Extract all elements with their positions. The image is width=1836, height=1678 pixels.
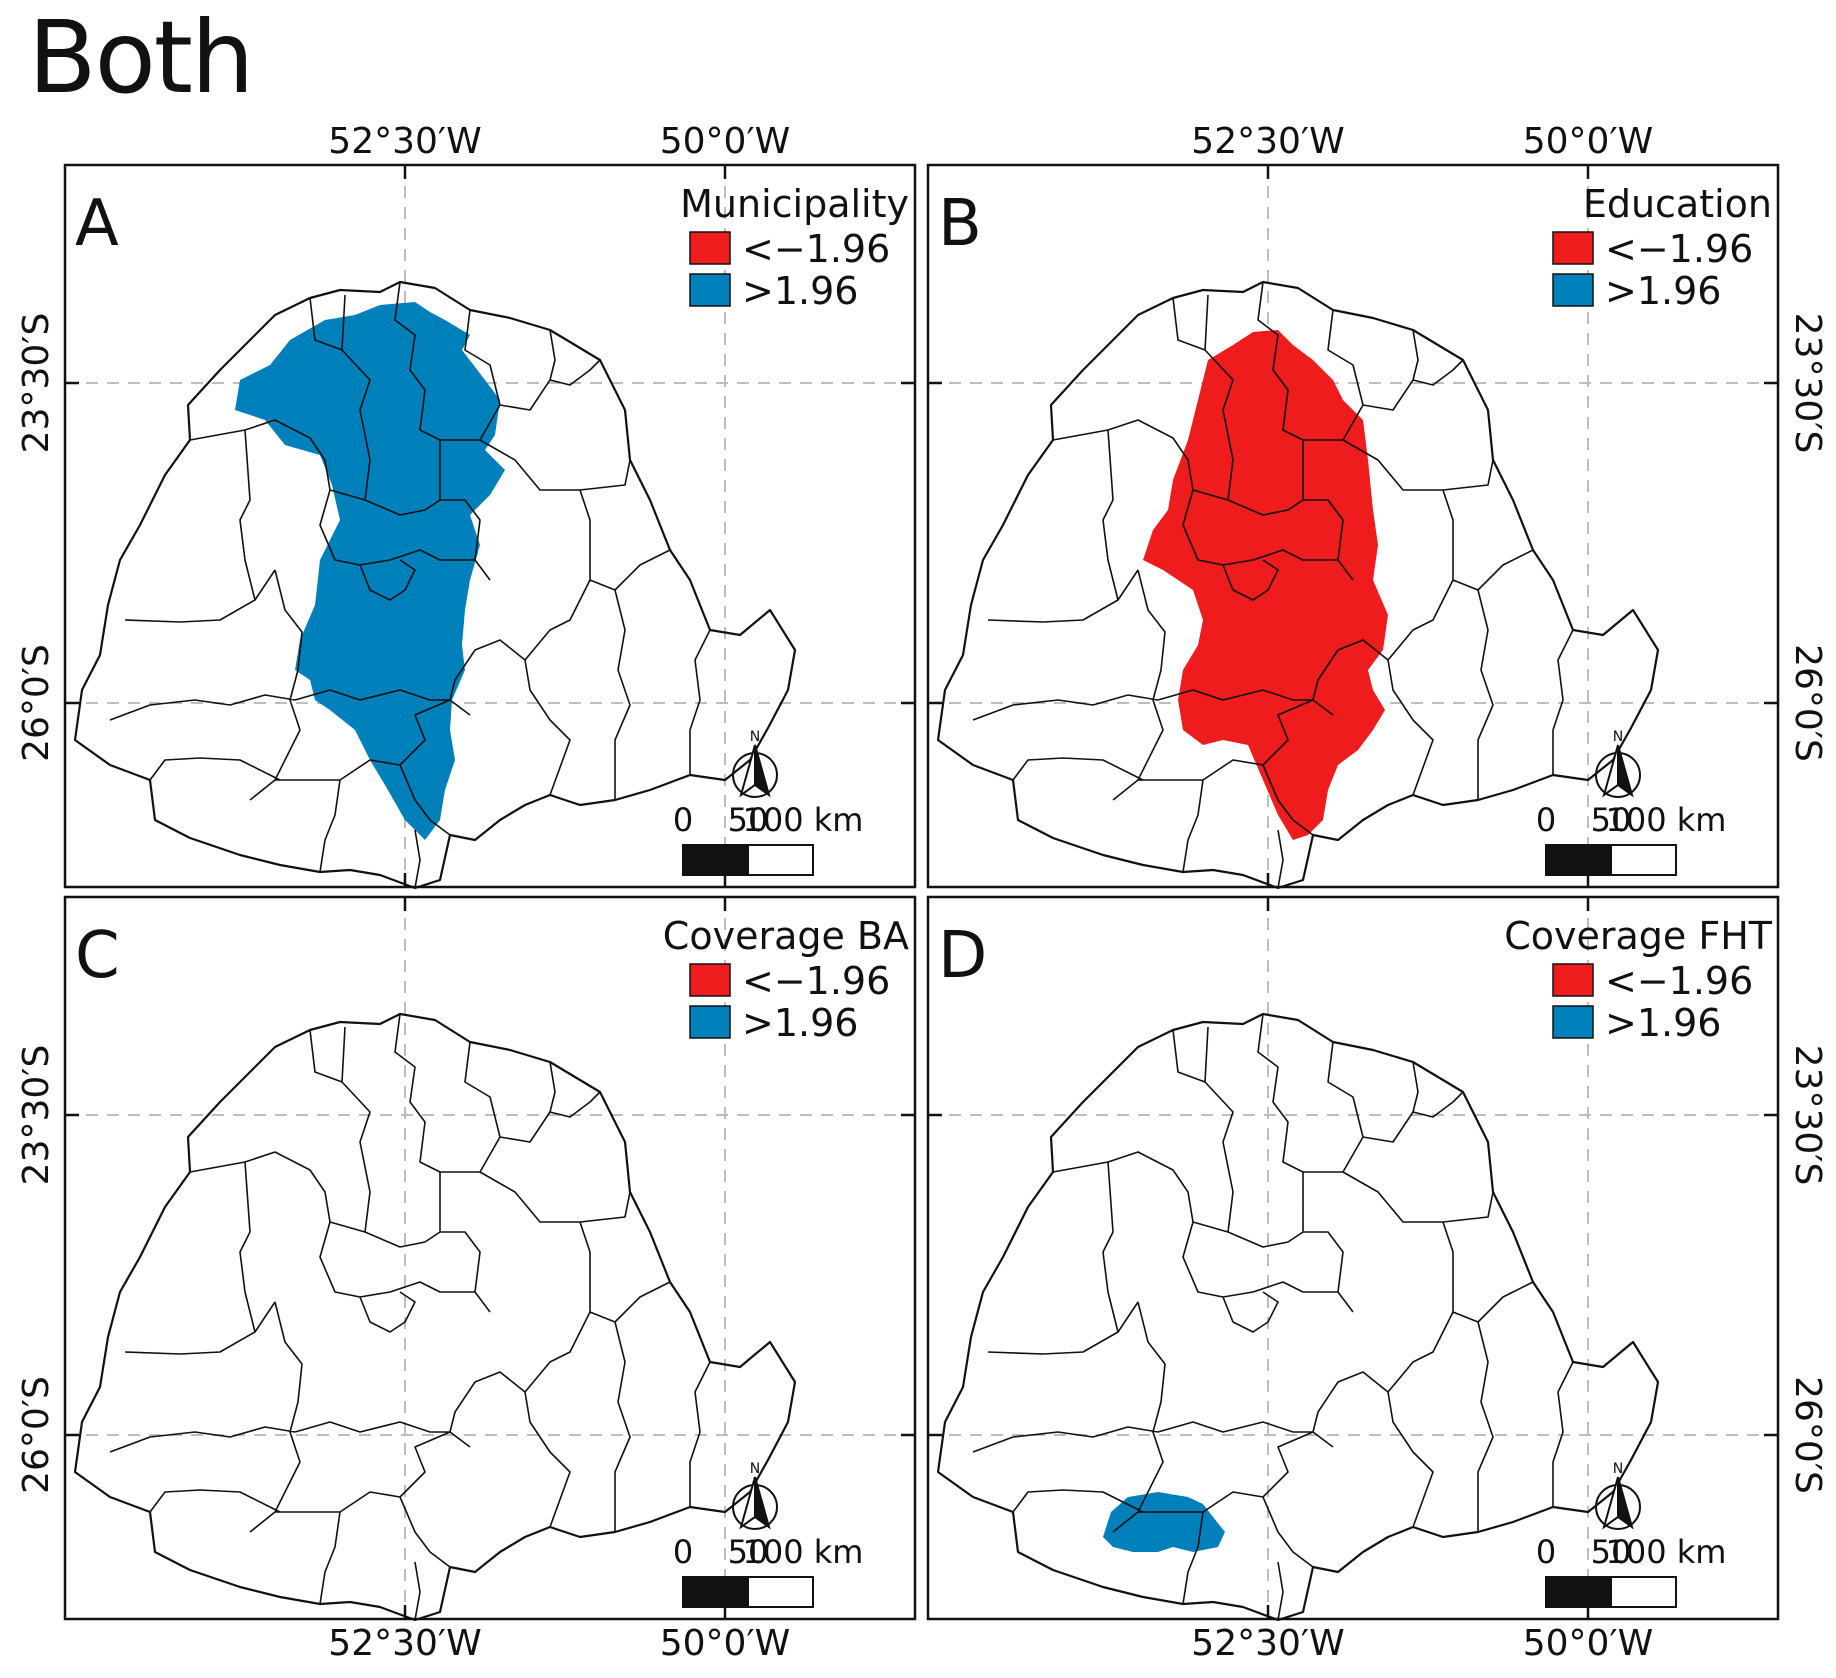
panel-frame bbox=[926, 895, 1780, 1621]
state-map bbox=[936, 280, 1660, 890]
y-tick-label: 23°30′S bbox=[1787, 1045, 1828, 1186]
region-boundaries bbox=[936, 1012, 1660, 1622]
legend-label: <−1.96 bbox=[1605, 227, 1753, 271]
x-tick-label: 52°30′W bbox=[328, 121, 481, 162]
legend-label: >1.96 bbox=[742, 269, 858, 313]
legend: Municipality<−1.96>1.96 bbox=[680, 182, 909, 313]
state-map bbox=[73, 1012, 797, 1622]
north-arrow-icon: N bbox=[1595, 1461, 1641, 1530]
y-tick-label: 23°30′S bbox=[16, 313, 57, 454]
legend: Coverage FHT<−1.96>1.96 bbox=[1504, 914, 1773, 1045]
legend-swatch bbox=[1552, 273, 1594, 307]
panel-frame bbox=[63, 895, 917, 1621]
legend-label: >1.96 bbox=[742, 1001, 858, 1045]
y-tick-label: 26°0′S bbox=[16, 644, 57, 762]
axes-layer: 52°30′W 50°0′W 52°30′W 50°0′W 52°30′W 50°0′W 5… bbox=[16, 121, 1828, 1664]
north-label: N bbox=[1613, 729, 1623, 745]
panel-frame bbox=[63, 163, 917, 889]
panel-letter: B bbox=[938, 187, 982, 261]
scale-label: 100 km bbox=[1606, 1533, 1727, 1571]
y-tick-label: 23°30′S bbox=[1787, 313, 1828, 454]
legend-swatch bbox=[689, 273, 731, 307]
region-boundaries bbox=[73, 1012, 797, 1622]
legend-title: Coverage FHT bbox=[1504, 914, 1773, 958]
state-map bbox=[936, 1012, 1660, 1622]
north-label: N bbox=[1613, 1461, 1623, 1477]
y-tick-label: 26°0′S bbox=[1787, 1376, 1828, 1494]
x-tick-label: 50°0′W bbox=[1523, 1623, 1653, 1664]
legend-swatch bbox=[1552, 963, 1594, 997]
legend-label: <−1.96 bbox=[1605, 959, 1753, 1003]
y-tick-label: 26°0′S bbox=[16, 1376, 57, 1494]
y-tick-label: 26°0′S bbox=[1787, 644, 1828, 762]
legend-label: >1.96 bbox=[1605, 269, 1721, 313]
scale-label: 0 bbox=[1536, 801, 1556, 839]
north-arrow-icon: N bbox=[732, 1461, 778, 1530]
panel-letter: A bbox=[75, 187, 119, 261]
panel-letter: C bbox=[75, 919, 120, 993]
north-label: N bbox=[750, 729, 760, 745]
x-tick-label: 50°0′W bbox=[660, 121, 790, 162]
scale-label: 100 km bbox=[743, 1533, 864, 1571]
legend-swatch bbox=[1552, 231, 1594, 265]
x-tick-label: 52°30′W bbox=[328, 1623, 481, 1664]
panel-frame bbox=[926, 163, 1780, 889]
state-map bbox=[73, 280, 797, 890]
legend-swatch bbox=[1552, 1005, 1594, 1039]
legend-label: <−1.96 bbox=[742, 959, 890, 1003]
north-arrow-icon: N bbox=[1595, 729, 1641, 798]
y-tick-label: 23°30′S bbox=[16, 1045, 57, 1186]
figure-title: Both bbox=[28, 0, 254, 116]
scale-label: 0 bbox=[1536, 1533, 1556, 1571]
scale-label: 50 bbox=[728, 1533, 769, 1571]
scale-label: 100 km bbox=[1606, 801, 1727, 839]
legend-title: Coverage BA bbox=[663, 914, 909, 958]
x-tick-label: 52°30′W bbox=[1191, 121, 1344, 162]
panel-letter: D bbox=[938, 919, 987, 993]
legend: Coverage BA<−1.96>1.96 bbox=[663, 914, 909, 1045]
legend-title: Education bbox=[1583, 182, 1772, 226]
x-tick-label: 50°0′W bbox=[1523, 121, 1653, 162]
legend-title: Municipality bbox=[680, 182, 909, 226]
legend: Education<−1.96>1.96 bbox=[1552, 182, 1772, 313]
north-arrow-icon: N bbox=[732, 729, 778, 798]
legend-swatch bbox=[689, 1005, 731, 1039]
scale-label: 50 bbox=[1591, 801, 1632, 839]
legend-swatch bbox=[689, 231, 731, 265]
scale-label: 50 bbox=[1591, 1533, 1632, 1571]
scale-label: 100 km bbox=[743, 801, 864, 839]
north-label: N bbox=[750, 1461, 760, 1477]
scale-label: 0 bbox=[673, 801, 693, 839]
scale-label: 0 bbox=[673, 1533, 693, 1571]
scale-label: 50 bbox=[728, 801, 769, 839]
legend-swatch bbox=[689, 963, 731, 997]
legend-label: <−1.96 bbox=[742, 227, 890, 271]
x-tick-label: 52°30′W bbox=[1191, 1623, 1344, 1664]
x-tick-label: 50°0′W bbox=[660, 1623, 790, 1664]
legend-label: >1.96 bbox=[1605, 1001, 1721, 1045]
